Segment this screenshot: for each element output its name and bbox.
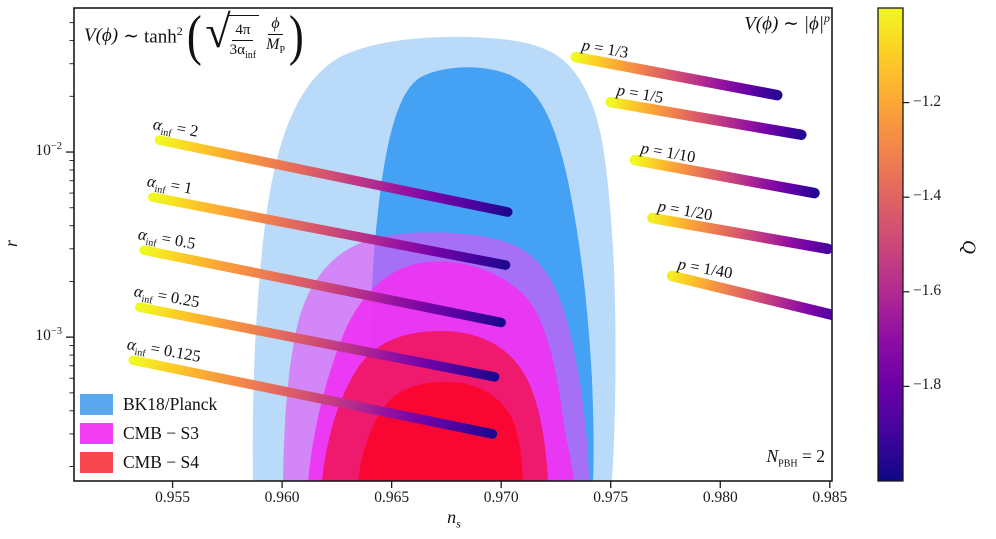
colorbar-ticks: [903, 101, 910, 387]
colorbar-tick-label: −1.2: [913, 92, 942, 110]
y-axis-label: r: [1, 239, 22, 248]
plot-title-left: V(ϕ) ∼ tanh2 ( √ 4π 3αinf ϕ MP ): [84, 5, 304, 67]
legend-item: CMB − S3: [80, 419, 217, 448]
contours-layer: [252, 36, 616, 481]
y-tick-label: 10−3: [35, 326, 62, 345]
y-tick-label: 10−2: [35, 141, 62, 160]
series-label-8: p = 1/20: [656, 196, 715, 225]
series-line-4: [128, 355, 498, 439]
legend-swatch: [80, 423, 113, 444]
right-paren: ): [288, 5, 304, 67]
title-left-fn: tanh2: [144, 23, 183, 48]
radical-sign: √: [205, 5, 231, 57]
legend: BK18/Planck CMB − S3 CMB − S4: [80, 390, 217, 477]
legend-item-label: CMB − S4: [123, 452, 200, 472]
colorbar-label: Q: [957, 240, 979, 254]
sqrt-fraction: 4π 3αinf: [229, 21, 257, 62]
title-left-sim: ∼: [123, 25, 140, 47]
plot-title-right: V(ϕ) ∼ |ϕ|p: [744, 11, 830, 35]
series-line-0: [154, 135, 513, 217]
left-paren: (: [186, 5, 202, 67]
series-line-6: [605, 96, 807, 140]
series-line-5: [570, 51, 783, 101]
x-tick-label: 0.955: [155, 489, 191, 506]
x-tick-label: 0.975: [593, 489, 629, 506]
legend-item-label: CMB − S3: [123, 423, 200, 443]
series-label-0: αinf = 2: [152, 114, 201, 141]
x-tick-label: 0.970: [483, 489, 519, 506]
title-left-V: V(ϕ): [84, 25, 119, 46]
series-label-7: p = 1/10: [639, 138, 697, 167]
colorbar: [877, 7, 904, 482]
series-line-8: [647, 212, 832, 255]
legend-item: CMB − S4: [80, 448, 217, 477]
contour-cmbs4-inner: [358, 381, 523, 481]
colorbar-tick-label: −1.8: [913, 376, 942, 394]
x-axis-label: ns: [447, 507, 461, 531]
x-tick-label: 0.960: [264, 489, 300, 506]
series-label-9: p = 1/40: [676, 254, 735, 283]
series-label-2: αinf = 0.5: [136, 224, 198, 254]
x-tick-label: 0.985: [812, 489, 848, 506]
legend-swatch: [80, 394, 113, 415]
legend-swatch: [80, 452, 113, 473]
radical-expression: √ 4π 3αinf: [205, 5, 260, 62]
series-label-4: αinf = 0.125: [125, 334, 203, 367]
phi-over-mp-fraction: ϕ MP: [266, 14, 286, 57]
legend-item: BK18/Planck: [80, 390, 217, 419]
series-line-3: [134, 302, 500, 382]
series-line-2: [139, 245, 506, 328]
series-label-3: αinf = 0.25: [132, 281, 201, 312]
series-line-7: [629, 154, 820, 199]
series-layer: [128, 51, 832, 439]
series-label-6: p = 1/5: [615, 80, 665, 108]
colorbar-tick-label: −1.4: [913, 187, 942, 205]
series-line-9: [666, 270, 832, 321]
plot-frame: [73, 7, 833, 482]
series-line-1: [148, 192, 511, 270]
colorbar-tick-label: −1.6: [913, 281, 942, 299]
series-label-1: αinf = 1: [145, 171, 194, 199]
x-tick-label: 0.980: [702, 489, 738, 506]
npbh-annotation: NPBH = 2: [766, 446, 825, 470]
legend-item-label: BK18/Planck: [123, 394, 218, 414]
x-tick-label: 0.965: [374, 489, 410, 506]
series-label-5: p = 1/3: [580, 35, 630, 63]
